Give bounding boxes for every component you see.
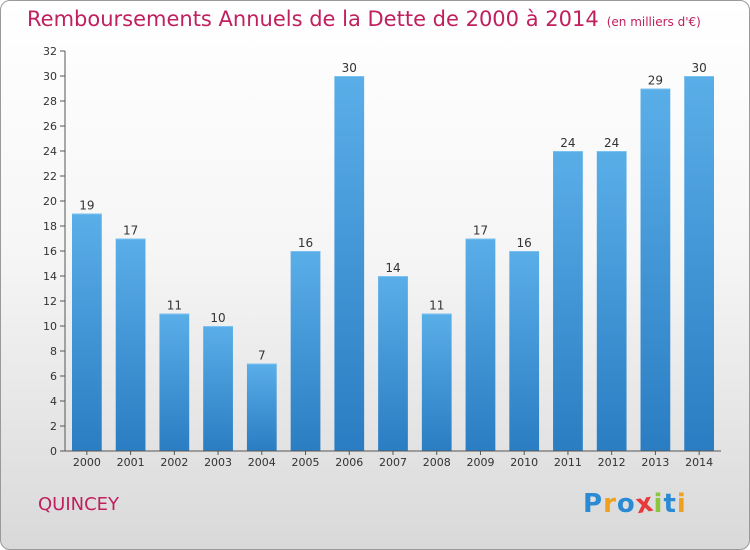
- y-tick-label: 16: [43, 245, 57, 258]
- logo-letter: r: [603, 489, 617, 519]
- bar-2010: [509, 251, 540, 451]
- data-label-2000: 19: [79, 199, 94, 213]
- y-tick-label: 20: [43, 195, 57, 208]
- x-tick-label-2000: 2000: [73, 456, 101, 469]
- y-tick-label: 10: [43, 320, 57, 333]
- chart-title: Remboursements Annuels de la Dette de 20…: [27, 7, 701, 31]
- data-label-2014: 30: [691, 61, 706, 75]
- y-tick-label: 30: [43, 70, 57, 83]
- y-tick-label: 24: [43, 145, 57, 158]
- bar-2008: [421, 313, 452, 451]
- x-tick-label-2004: 2004: [248, 456, 276, 469]
- x-tick-label-2010: 2010: [510, 456, 538, 469]
- logo-letter: i: [676, 489, 687, 519]
- data-label-2010: 16: [517, 236, 532, 250]
- y-tick-label: 12: [43, 295, 57, 308]
- x-tick-label-2007: 2007: [379, 456, 407, 469]
- data-label-2012: 24: [604, 136, 619, 150]
- bar-2003: [203, 326, 233, 451]
- x-tick-label-2011: 2011: [554, 456, 582, 469]
- data-label-2001: 17: [123, 224, 138, 238]
- bar-2013: [640, 88, 671, 451]
- x-tick-label-2013: 2013: [641, 456, 669, 469]
- y-tick-label: 28: [43, 95, 57, 108]
- x-tick-label-2014: 2014: [685, 456, 713, 469]
- y-tick-label: 14: [43, 270, 57, 283]
- data-label-2002: 11: [167, 299, 182, 313]
- data-label-2004: 7: [258, 349, 266, 363]
- logo-letter: o: [616, 489, 636, 519]
- y-tick-label: 26: [43, 120, 57, 133]
- logo-letter: i: [653, 489, 664, 519]
- y-tick-label: 18: [43, 220, 57, 233]
- y-tick-label: 6: [50, 370, 57, 383]
- data-label-2011: 24: [560, 136, 575, 150]
- x-tick-label-2001: 2001: [117, 456, 145, 469]
- y-tick-label: 0: [50, 445, 57, 458]
- y-tick-label: 4: [50, 395, 57, 408]
- x-tick-label-2005: 2005: [292, 456, 320, 469]
- bar-2012: [596, 151, 627, 451]
- x-tick-label-2003: 2003: [204, 456, 232, 469]
- y-tick-label: 32: [43, 45, 57, 58]
- bar-2004: [246, 363, 277, 451]
- y-tick-label: 8: [50, 345, 57, 358]
- bars: 19 17 11 10 7 16 30 14 11 17 16 24 24 29 30: [71, 61, 715, 451]
- x-tick-label-2002: 2002: [160, 456, 188, 469]
- data-label-2013: 29: [648, 74, 663, 88]
- bar-2001: [115, 238, 146, 451]
- data-label-2009: 17: [473, 224, 488, 238]
- data-label-2006: 30: [342, 61, 357, 75]
- bar-2002: [159, 313, 190, 451]
- bar-2005: [290, 251, 321, 451]
- x-tick-label-2012: 2012: [598, 456, 626, 469]
- bar-2000: [71, 213, 102, 451]
- commune-name: QUINCEY: [38, 494, 120, 515]
- x-axis: 2000 2001 2002 2003 2004 2005 2006 2007 2008 2009…: [65, 450, 721, 469]
- x-tick-label-2008: 2008: [423, 456, 451, 469]
- data-label-2003: 10: [210, 311, 225, 325]
- title-text: Remboursements Annuels de la Dette de 20…: [27, 7, 599, 31]
- bar-2011: [553, 151, 583, 451]
- y-tick-label: 22: [43, 170, 57, 183]
- bar-2006: [334, 76, 365, 451]
- unit-label: (en milliers d'€): [606, 15, 701, 29]
- data-label-2007: 14: [385, 261, 400, 275]
- x-tick-label-2009: 2009: [466, 456, 494, 469]
- bar-2009: [465, 238, 496, 451]
- data-label-2008: 11: [429, 299, 444, 313]
- data-label-2005: 16: [298, 236, 313, 250]
- y-tick-label: 2: [50, 420, 57, 433]
- bar-2014: [684, 76, 715, 451]
- x-tick-label-2006: 2006: [335, 456, 363, 469]
- proxiti-logo[interactable]: Proxiti: [583, 488, 687, 521]
- bar-2007: [378, 276, 408, 451]
- logo-letter: t: [663, 489, 677, 519]
- logo-letter: P: [583, 489, 604, 519]
